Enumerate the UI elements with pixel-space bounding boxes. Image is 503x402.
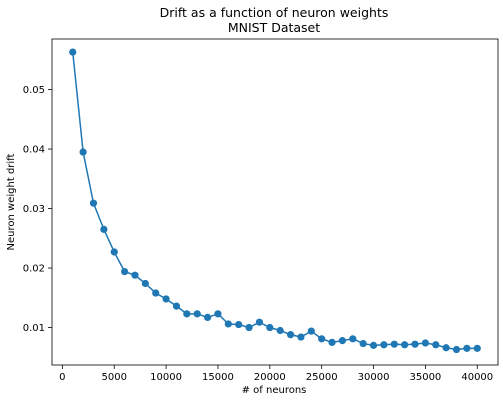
data-point <box>359 339 367 348</box>
data-point <box>369 341 378 349</box>
plot-area <box>69 48 481 354</box>
data-point <box>338 337 347 345</box>
data-point <box>172 302 181 310</box>
data-point <box>266 323 274 332</box>
data-point <box>463 344 471 352</box>
y-tick-label: 0.02 <box>23 264 45 275</box>
data-point <box>473 344 481 352</box>
x-tick-label: 35000 <box>409 372 441 383</box>
data-point <box>193 310 201 318</box>
x-tick-label: 10000 <box>150 372 182 383</box>
data-point <box>276 326 284 335</box>
data-point <box>390 340 398 348</box>
y-tick-label: 0.01 <box>23 323 45 334</box>
x-tick-label: 40000 <box>461 372 493 383</box>
data-point <box>141 279 149 288</box>
y-tick-label: 0.05 <box>23 85 45 96</box>
x-tick-label: 5000 <box>102 372 127 383</box>
y-tick-label: 0.04 <box>23 145 45 156</box>
data-point <box>203 313 212 322</box>
x-tick-label: 25000 <box>306 372 338 383</box>
y-axis-label: Neuron weight drift <box>6 153 17 250</box>
x-tick-label: 0 <box>59 372 65 383</box>
chart-title: Drift as a function of neuron weights <box>160 5 389 20</box>
data-point <box>131 271 139 279</box>
series-line <box>71 52 478 351</box>
data-point <box>89 199 98 207</box>
data-point <box>121 268 129 276</box>
data-point <box>401 341 409 349</box>
data-point <box>183 310 191 318</box>
x-tick-label: 30000 <box>358 372 390 383</box>
data-point <box>110 248 118 256</box>
x-tick-label: 20000 <box>254 372 286 383</box>
data-point <box>100 225 108 233</box>
data-point <box>162 295 170 303</box>
data-point <box>421 339 429 347</box>
chart-subtitle: MNIST Dataset <box>228 20 320 35</box>
data-point <box>255 318 264 326</box>
data-point <box>307 327 315 335</box>
data-point <box>79 148 87 156</box>
x-axis-label: # of neurons <box>242 385 307 396</box>
data-point <box>69 48 77 56</box>
data-point <box>328 338 336 346</box>
data-point <box>152 289 160 297</box>
plot-frame <box>51 38 499 366</box>
data-point <box>235 320 243 329</box>
y-tick-label: 0.03 <box>23 204 45 215</box>
x-tick-label: 15000 <box>202 372 234 383</box>
data-point <box>442 344 450 352</box>
data-point <box>245 323 253 332</box>
data-point <box>286 331 295 339</box>
data-point <box>297 333 305 341</box>
data-point <box>411 340 419 348</box>
data-point <box>349 335 357 343</box>
data-point <box>224 320 232 328</box>
data-point <box>318 335 326 343</box>
data-point <box>452 345 461 354</box>
data-point <box>432 341 440 349</box>
data-point <box>380 341 388 349</box>
data-point <box>214 310 222 318</box>
